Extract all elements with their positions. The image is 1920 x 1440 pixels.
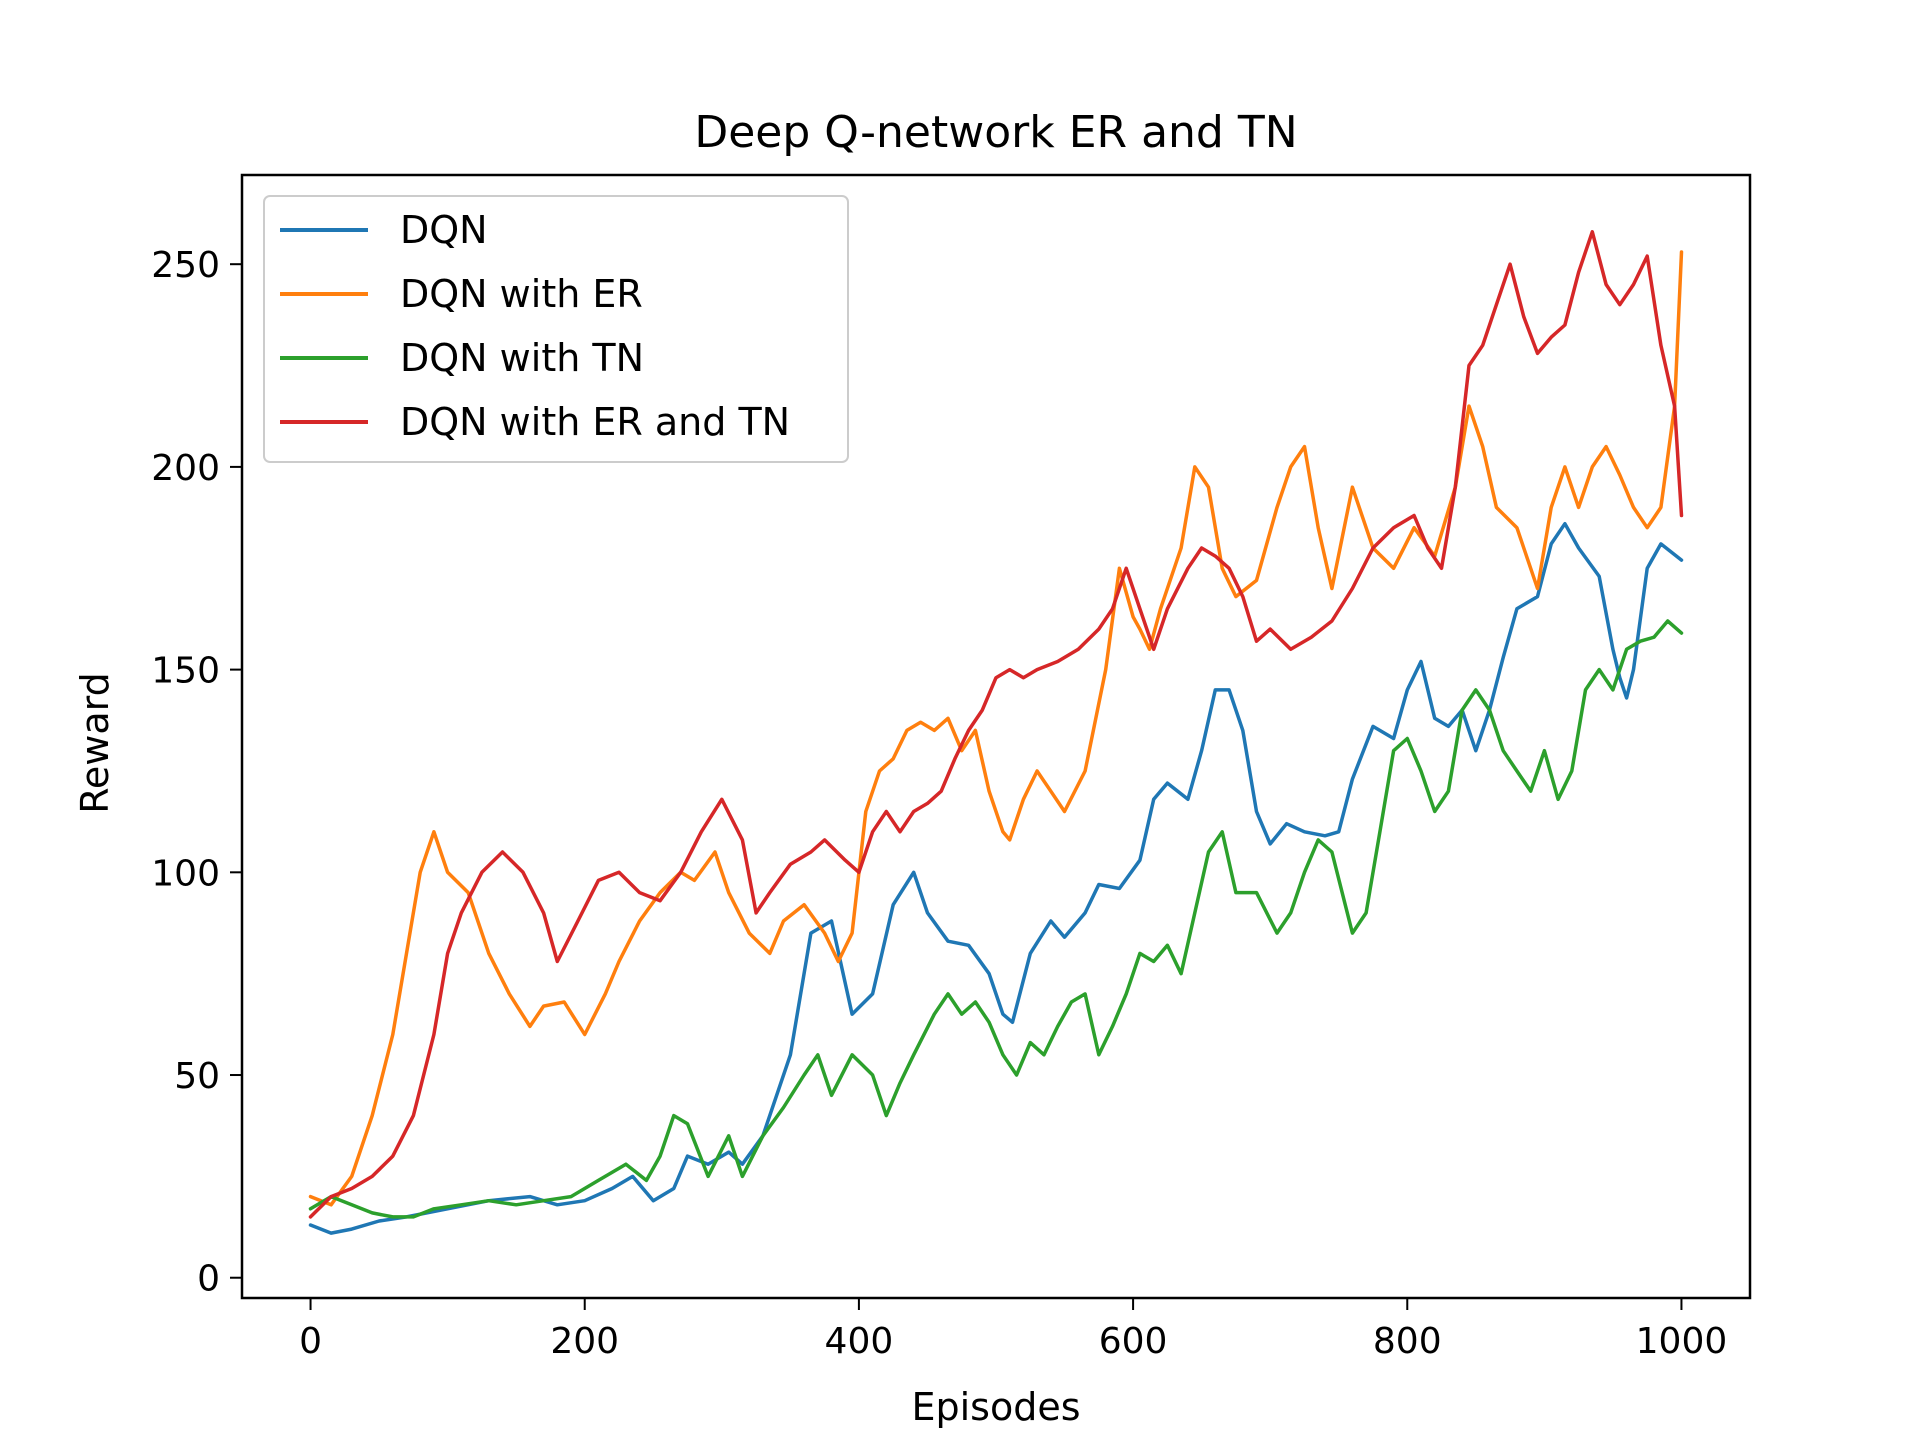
legend-label: DQN with TN — [400, 336, 644, 380]
series-lines — [308, 230, 1684, 1235]
series-line-3 — [308, 619, 1684, 1219]
y-tick-label: 0 — [197, 1259, 220, 1300]
y-tick-label: 100 — [151, 853, 220, 894]
y-axis-ticks: 0 50 100 150 200 250 — [151, 245, 242, 1300]
plot-area: 0 200 400 600 800 1000 0 50 100 150 200 250 — [151, 173, 1752, 1362]
x-tick-label: 1000 — [1636, 1321, 1728, 1362]
x-axis-label: Episodes — [911, 1385, 1080, 1429]
x-tick-label: 200 — [550, 1321, 619, 1362]
y-tick-label: 150 — [151, 651, 220, 692]
x-tick-label: 0 — [299, 1321, 322, 1362]
x-axis-ticks: 0 200 400 600 800 1000 — [299, 1298, 1727, 1362]
x-tick-label: 400 — [825, 1321, 894, 1362]
y-tick-label: 200 — [151, 448, 220, 489]
chart-title: Deep Q-network ER and TN — [694, 107, 1297, 158]
legend-label: DQN — [400, 208, 488, 252]
legend-label: DQN with ER and TN — [400, 400, 790, 444]
legend-box — [263, 195, 849, 463]
series-line-4 — [308, 230, 1684, 1219]
legend-label: DQN with ER — [400, 272, 643, 316]
y-tick-label: 250 — [151, 245, 220, 286]
y-tick-label: 50 — [174, 1056, 220, 1097]
axes-frame — [240, 173, 1752, 1300]
legend-items: DQN DQN with ER DQN with TN DQN with ER and… — [280, 208, 790, 444]
x-tick-label: 600 — [1099, 1321, 1168, 1362]
x-tick-label: 800 — [1373, 1321, 1442, 1362]
y-axis-label: Reward — [73, 672, 117, 814]
series-line-2 — [308, 250, 1684, 1207]
series-line-1 — [308, 521, 1684, 1235]
legend: DQN DQN with ER DQN with TN DQN with ER and… — [263, 195, 849, 463]
